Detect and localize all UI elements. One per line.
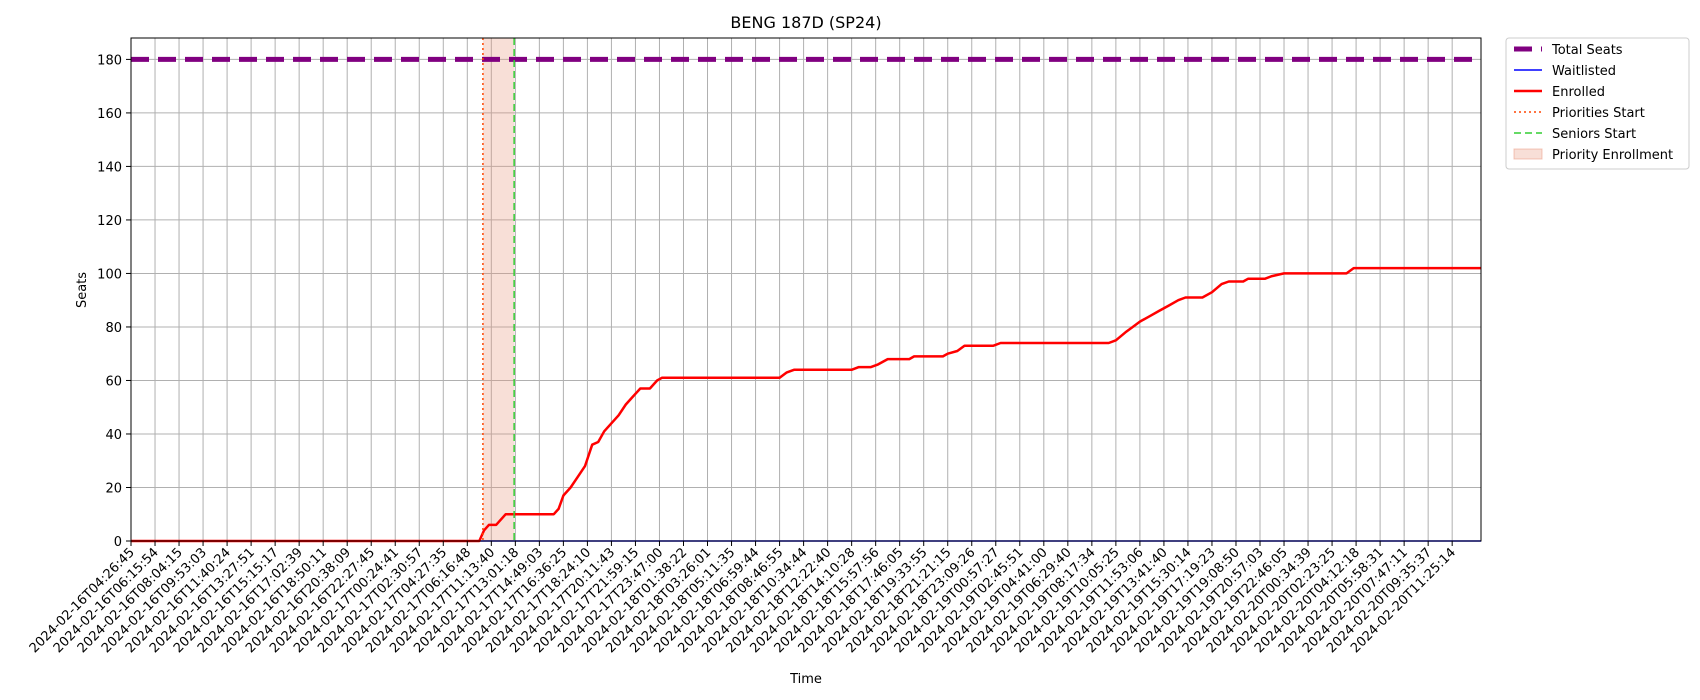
y-tick-label: 40 bbox=[105, 428, 122, 443]
legend-enrolled-label: Enrolled bbox=[1552, 85, 1605, 100]
y-tick-label: 0 bbox=[114, 535, 122, 550]
legend-priority-enrollment-swatch bbox=[1513, 148, 1543, 160]
legend-box bbox=[1505, 37, 1690, 170]
legend: Total Seats Waitlisted Enrolled Priorities … bbox=[1505, 37, 1690, 170]
y-tick-label: 160 bbox=[97, 107, 122, 122]
legend-priority-enrollment-label: Priority Enrollment bbox=[1552, 148, 1673, 163]
series-line-enrolled bbox=[131, 266, 1481, 543]
x-axis-label: Time bbox=[789, 672, 822, 687]
legend-waitlisted-label: Waitlisted bbox=[1552, 64, 1616, 79]
y-tick-label: 100 bbox=[97, 267, 122, 282]
y-axis-label: Seats bbox=[75, 272, 90, 308]
priority-enrollment-span bbox=[482, 38, 515, 541]
legend-priorities-start-label: Priorities Start bbox=[1552, 106, 1645, 121]
legend-total-seats-label: Total Seats bbox=[1551, 43, 1623, 58]
y-tick-label: 20 bbox=[105, 481, 122, 496]
y-tick-label: 80 bbox=[105, 321, 122, 336]
plot-frame bbox=[130, 37, 1482, 542]
y-tick-label: 180 bbox=[97, 53, 122, 68]
y-tick-label: 140 bbox=[97, 160, 122, 175]
y-tick-label: 120 bbox=[97, 214, 122, 229]
plot-area: 0204060801001201401601802024-02-16T04:26… bbox=[27, 37, 1482, 656]
chart-title: BENG 187D (SP24) bbox=[730, 13, 881, 32]
legend-seniors-start-label: Seniors Start bbox=[1552, 127, 1636, 142]
y-tick-label: 60 bbox=[105, 374, 122, 389]
